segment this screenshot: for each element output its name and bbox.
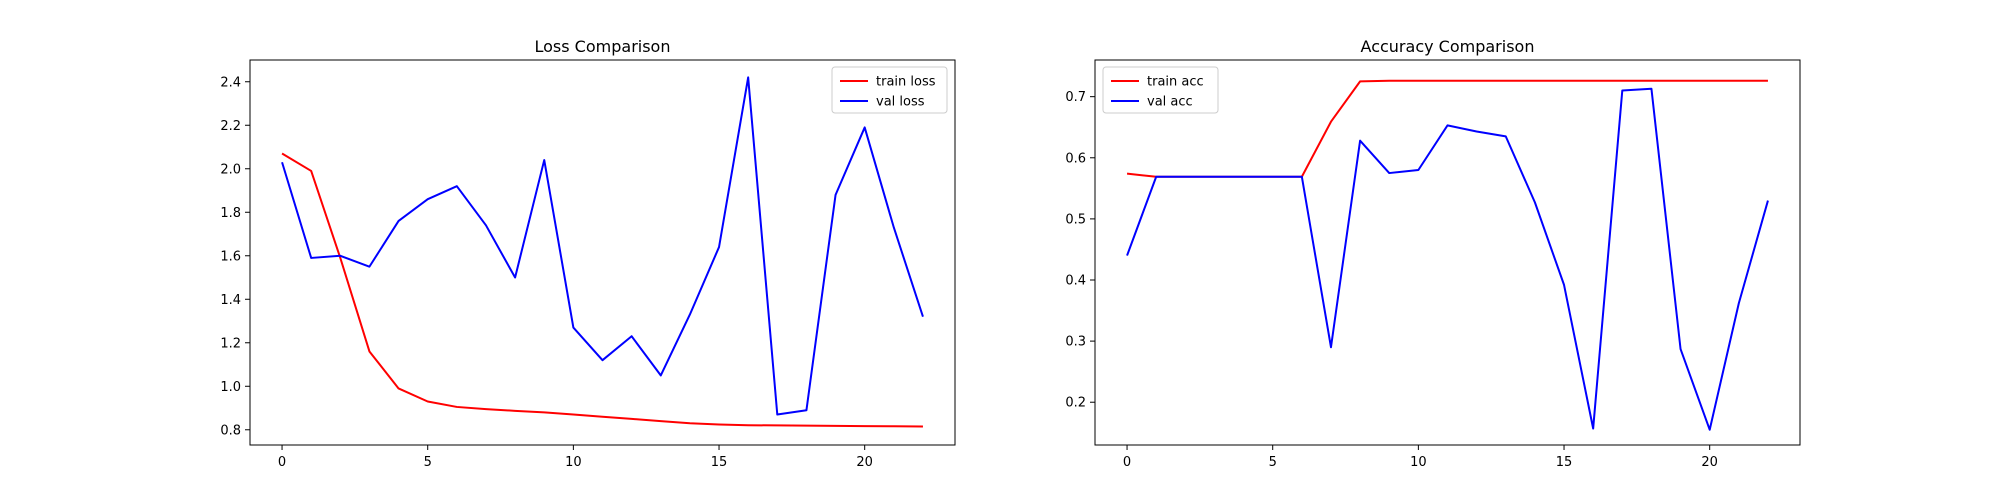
loss-legend-label-1: val loss [876,95,925,110]
accuracy-legend-label-0: train acc [1147,75,1204,90]
loss-y-tick-label-2: 1.2 [220,336,241,351]
accuracy-x-tick-label-3: 15 [1556,455,1573,470]
loss-plot-frame [249,59,956,446]
accuracy-x-tick-label-2: 10 [1410,455,1427,470]
accuracy-y-tick-label-0: 0.2 [1065,396,1086,411]
loss-y-tick-label-7: 2.2 [220,119,241,134]
loss-y-tick-label-0: 0.8 [220,423,241,438]
loss-x-tick-label-3: 15 [711,455,728,470]
loss-y-tick-label-8: 2.4 [220,75,241,90]
accuracy-x-tick-label-1: 5 [1269,455,1277,470]
loss-legend-label-0: train loss [876,75,936,90]
loss-series-layer [281,76,924,428]
accuracy-series-line-1 [1126,87,1769,431]
loss-ticks-layer: 0 5 10 15 20 0.8 1.0 1.2 1.4 1.6 1.8 2.0 2.2 2.4 [220,75,873,470]
accuracy-plot-background [1095,60,1800,445]
accuracy-y-tick-label-5: 0.7 [1065,90,1086,105]
loss-y-tick-label-5: 1.8 [220,206,241,221]
loss-y-tick-label-1: 1.0 [220,380,241,395]
loss-y-tick-label-3: 1.4 [220,293,241,308]
accuracy-y-tick-label-3: 0.5 [1065,212,1086,227]
loss-chart: 0 5 10 15 20 0.8 1.0 1.2 1.4 1.6 1.8 2.0 2.2 2.4 Loss… [220,37,956,470]
accuracy-chart-title: Accuracy Comparison [1361,37,1535,56]
loss-y-tick-label-6: 2.0 [220,162,241,177]
loss-x-tick-label-0: 0 [278,455,286,470]
accuracy-y-tick-label-1: 0.3 [1065,335,1086,350]
accuracy-legend-label-1: val acc [1147,95,1193,110]
accuracy-ticks-layer: 0 5 10 15 20 0.2 0.3 0.4 0.5 0.6 0.7 [1065,90,1718,470]
accuracy-y-tick-label-4: 0.6 [1065,151,1086,166]
accuracy-x-tick-label-0: 0 [1123,455,1131,470]
loss-x-tick-label-1: 5 [424,455,432,470]
loss-series-line-1 [281,76,924,416]
accuracy-x-tick-label-4: 20 [1701,455,1718,470]
loss-chart-title: Loss Comparison [535,37,671,56]
loss-y-tick-label-4: 1.6 [220,249,241,264]
loss-plot-background [250,60,955,445]
accuracy-series-layer [1126,79,1769,431]
loss-series-line-0 [281,152,923,428]
loss-x-tick-label-2: 10 [565,455,582,470]
accuracy-chart: 0 5 10 15 20 0.2 0.3 0.4 0.5 0.6 0.7 Accuracy Comp… [1065,37,1801,470]
accuracy-y-tick-label-2: 0.4 [1065,274,1086,289]
accuracy-legend: train acc val acc [1102,66,1219,114]
accuracy-plot-frame [1094,59,1801,446]
loss-x-tick-label-4: 20 [856,455,873,470]
loss-legend: train loss val loss [831,66,948,114]
